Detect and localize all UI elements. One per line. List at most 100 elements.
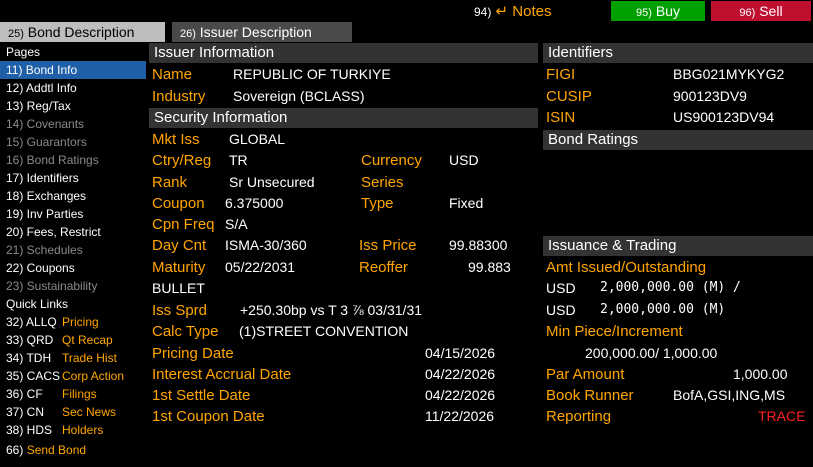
- quick-link-cn[interactable]: 37) CN Sec News: [0, 403, 146, 421]
- notes-button[interactable]: 94) ↵ Notes: [474, 2, 551, 20]
- industry-value: Sovereign (BCLASS): [233, 88, 365, 104]
- iss-price-value: 99.88300: [449, 237, 508, 253]
- isin-label: ISIN: [546, 109, 576, 126]
- maturity-value: 05/22/2031: [225, 259, 296, 275]
- issuance-trading-title: Issuance & Trading: [543, 236, 813, 256]
- identifiers-title: Identifiers: [543, 43, 813, 63]
- min-piece-label: Min Piece/Increment: [546, 323, 683, 340]
- day-cnt-value: ISMA-30/360: [225, 237, 307, 253]
- security-info-title: Security Information: [149, 108, 538, 128]
- quick-link-name: Pricing: [62, 315, 99, 329]
- cusip-label: CUSIP: [546, 88, 592, 105]
- first-settle-value: 04/22/2026: [425, 387, 496, 403]
- reporting-value: TRACE: [758, 408, 806, 424]
- currency-value: USD: [449, 152, 479, 168]
- quick-link-name: Holders: [62, 423, 104, 437]
- ctry-reg-value: TR: [229, 152, 248, 168]
- pricing-date-label: Pricing Date: [152, 345, 234, 362]
- sidebar-item-guarantors[interactable]: 15) Guarantors: [6, 135, 87, 149]
- amt-issued-label: Amt Issued/Outstanding: [546, 259, 707, 276]
- series-label: Series: [361, 174, 404, 191]
- sell-button[interactable]: 96) Sell: [711, 1, 811, 21]
- sidebar-item-schedules[interactable]: 21) Schedules: [6, 243, 83, 257]
- sidebar-item-sustainability[interactable]: 23) Sustainability: [6, 279, 98, 293]
- tab-label: Issuer Description: [199, 24, 312, 40]
- par-amount-value: 1,000.00: [733, 366, 788, 382]
- notes-label: Notes: [512, 3, 552, 20]
- sidebar-item-reg-tax[interactable]: 13) Reg/Tax: [6, 99, 71, 113]
- sidebar-item-bond-ratings[interactable]: 16) Bond Ratings: [6, 153, 99, 167]
- quick-link-cf[interactable]: 36) CF Filings: [0, 385, 146, 403]
- sidebar-item-bond-info[interactable]: 11) Bond Info: [0, 61, 146, 79]
- first-coupon-label: 1st Coupon Date: [152, 408, 265, 425]
- quick-link-tdh[interactable]: 34) TDH Trade Hist: [0, 349, 146, 367]
- sidebar-item-fees-restrict[interactable]: 20) Fees, Restrict: [6, 225, 101, 239]
- send-bond-label: Send Bond: [26, 443, 87, 457]
- type-label: Type: [361, 195, 394, 212]
- iss-sprd-value: +250.30bp vs T 3 ⅞ 03/31/31: [240, 302, 423, 318]
- rank-label: Rank: [152, 174, 188, 191]
- min-piece-value: 200,000.00/ 1,000.00: [585, 345, 718, 361]
- send-bond-button[interactable]: 66) Send Bond: [0, 441, 146, 459]
- cpn-freq-label: Cpn Freq: [152, 216, 215, 233]
- sidebar-item-covenants[interactable]: 14) Covenants: [6, 117, 85, 131]
- outstanding-amount: 2,000,000.00 (M): [600, 302, 726, 317]
- tab-issuer-description[interactable]: 26) Issuer Description: [172, 22, 352, 42]
- sidebar: Pages 11) Bond Info 12) Addtl Info 13) R…: [0, 43, 146, 467]
- quick-link-code: 35) CACS: [6, 369, 61, 383]
- outstanding-currency: USD: [546, 302, 576, 318]
- quick-link-name: Sec News: [62, 405, 117, 419]
- interest-accrual-label: Interest Accrual Date: [152, 366, 292, 383]
- rank-value: Sr Unsecured: [229, 174, 315, 190]
- buy-button[interactable]: 95) Buy: [611, 1, 705, 21]
- sell-number: 96): [739, 7, 756, 19]
- reporting-label: Reporting: [546, 408, 612, 425]
- cpn-freq-value: S/A: [225, 216, 248, 232]
- sidebar-item-coupons[interactable]: 22) Coupons: [6, 261, 75, 275]
- book-runner-value: BofA,GSI,ING,MS: [673, 387, 786, 403]
- ctry-reg-label: Ctry/Reg: [152, 152, 212, 169]
- sidebar-item-exchanges[interactable]: 18) Exchanges: [6, 189, 87, 203]
- coupon-label: Coupon: [152, 195, 205, 212]
- bullet-value: BULLET: [152, 280, 205, 296]
- issued-currency: USD: [546, 280, 576, 296]
- quick-link-code: 38) HDS: [6, 423, 53, 437]
- cusip-value: 900123DV9: [673, 88, 747, 104]
- pages-heading: Pages: [6, 45, 41, 59]
- quick-link-name: Corp Action: [62, 369, 125, 383]
- isin-value: US900123DV94: [673, 109, 775, 125]
- reoffer-value: 99.883: [468, 259, 511, 275]
- name-label: Name: [152, 66, 193, 83]
- quick-link-qrd[interactable]: 33) QRD Qt Recap: [0, 331, 146, 349]
- day-cnt-label: Day Cnt: [152, 237, 207, 254]
- sell-label: Sell: [759, 3, 783, 19]
- quick-link-cacs[interactable]: 35) CACS Corp Action: [0, 367, 146, 385]
- quick-link-allq[interactable]: 32) ALLQ Pricing: [0, 313, 146, 331]
- first-settle-label: 1st Settle Date: [152, 387, 251, 404]
- buy-label: Buy: [655, 3, 680, 19]
- notes-number: 94): [474, 5, 492, 19]
- sidebar-item-inv-parties[interactable]: 19) Inv Parties: [6, 207, 84, 221]
- send-bond-number: 66): [6, 443, 24, 457]
- reoffer-label: Reoffer: [359, 259, 408, 276]
- quick-link-name: Filings: [62, 387, 97, 401]
- quick-link-hds[interactable]: 38) HDS Holders: [0, 421, 146, 439]
- quick-link-name: Trade Hist: [62, 351, 117, 365]
- quick-link-code: 34) TDH: [6, 351, 52, 365]
- quick-link-name: Qt Recap: [62, 333, 113, 347]
- sidebar-item-identifiers[interactable]: 17) Identifiers: [6, 171, 79, 185]
- buy-number: 95): [636, 7, 652, 19]
- quick-link-code: 36) CF: [6, 387, 43, 401]
- figi-value: BBG021MYKYG2: [673, 66, 785, 82]
- tab-number: 26): [180, 28, 196, 40]
- maturity-label: Maturity: [152, 259, 206, 276]
- figi-label: FIGI: [546, 66, 576, 83]
- book-runner-label: Book Runner: [546, 387, 634, 404]
- issuer-info-title: Issuer Information: [149, 43, 538, 63]
- tab-bond-description[interactable]: 25) Bond Description: [0, 22, 165, 42]
- tab-label: Bond Description: [27, 24, 135, 40]
- quick-links-heading: Quick Links: [6, 297, 69, 311]
- iss-price-label: Iss Price: [359, 237, 417, 254]
- sidebar-item-addtl-info[interactable]: 12) Addtl Info: [6, 81, 77, 95]
- quick-link-code: 32) ALLQ: [6, 315, 57, 329]
